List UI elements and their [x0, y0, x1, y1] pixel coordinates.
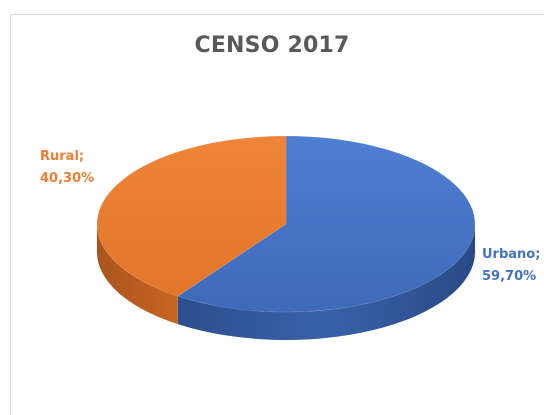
data-label-rural: Rural; 40,30% [40, 146, 94, 190]
data-label-urbano: Urbano; 59,70% [482, 244, 540, 288]
pie-chart [88, 135, 488, 340]
pie-side-rural [96, 224, 178, 325]
chart-title: CENSO 2017 [194, 33, 350, 58]
pie-tops [96, 135, 476, 313]
pie-slice-urbano [177, 135, 476, 313]
pie-slice-rural [96, 135, 287, 297]
pie-side-urbano [177, 224, 475, 340]
data-label-urbano-value: 59,70% [482, 269, 537, 284]
data-label-rural-value: 40,30% [40, 171, 95, 186]
pie-sides [96, 224, 475, 340]
data-label-urbano-name: Urbano; [482, 247, 541, 262]
data-label-rural-name: Rural; [40, 149, 85, 164]
